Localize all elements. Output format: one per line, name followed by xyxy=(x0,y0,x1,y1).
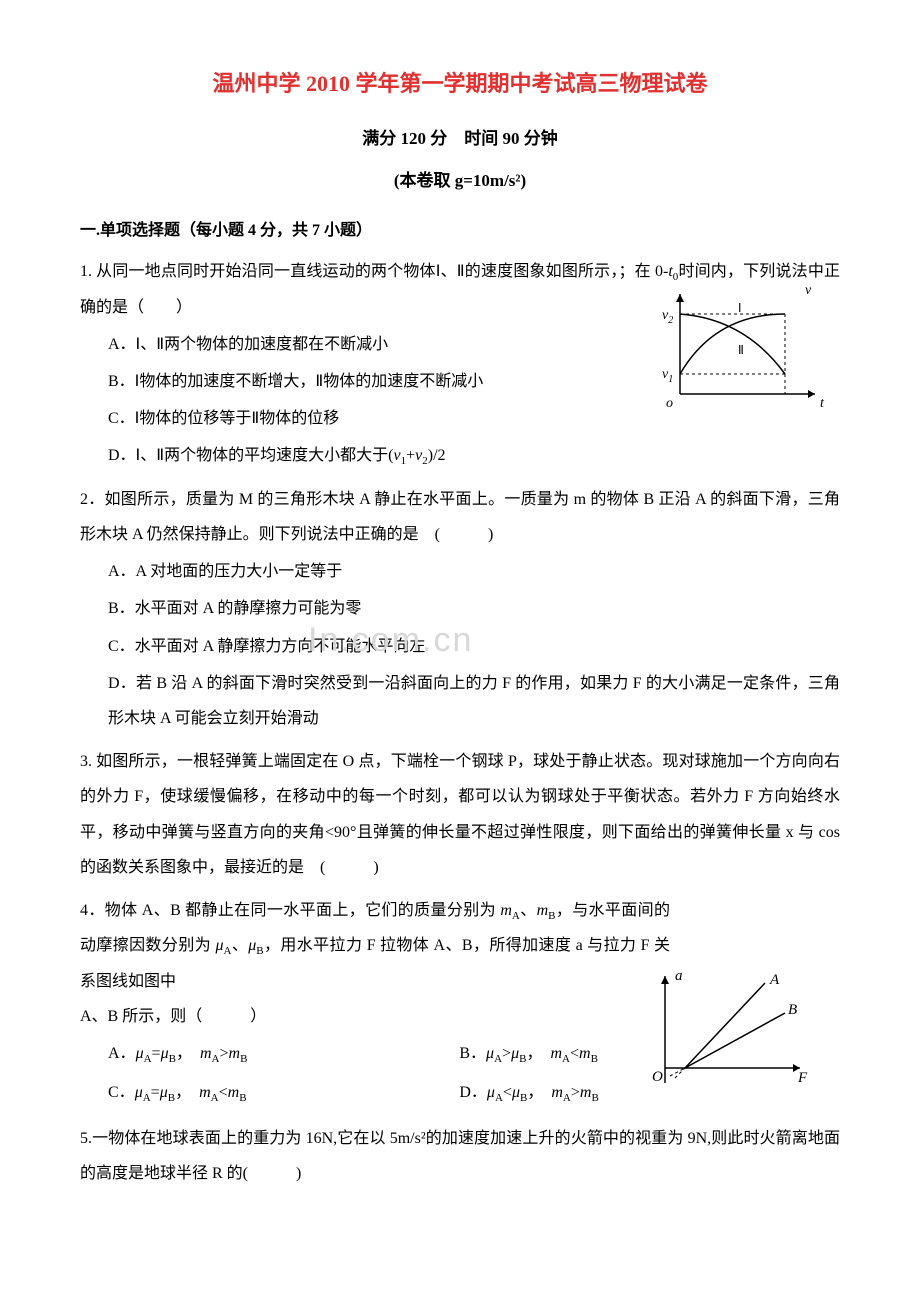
q4c-mbs: B xyxy=(239,1093,246,1105)
q4d-mas: A xyxy=(563,1093,571,1105)
question-4: a F O A B 4．物体 A、B 都静止在同一水平面上，它们的质量分别为 m… xyxy=(80,893,840,1113)
q4c-pre: C． xyxy=(108,1084,135,1101)
q4-ub-sub: B xyxy=(256,945,263,957)
q2-options: A．A 对地面的压力大小一定等于 B．水平面对 A 的静摩擦力可能为零 In.c… xyxy=(80,554,840,736)
q4b-m3: < xyxy=(570,1045,579,1062)
axis-a-label: a xyxy=(675,968,683,984)
curve-1-label: Ⅰ xyxy=(738,301,742,315)
q3-stem: 3. 如图所示，一根轻弹簧上端固定在 O 点，下端栓一个钢球 P，球处于静止状态… xyxy=(80,744,840,885)
q2-option-d: D．若 B 沿 A 的斜面下滑时突然受到一沿斜面向上的力 F 的作用，如果力 F… xyxy=(108,666,840,736)
q4c-uas: A xyxy=(143,1093,151,1105)
q4-ma: m xyxy=(500,902,512,919)
line-b-label: B xyxy=(788,1002,797,1018)
q4b-ma: m xyxy=(550,1045,562,1062)
q4-sep2: 、 xyxy=(231,937,248,954)
q2-b-text: B．水平面对 A 的静摩擦力可能为零 xyxy=(108,600,361,617)
q4a-ma: m xyxy=(200,1045,212,1062)
axis-t-label: t xyxy=(820,396,825,411)
q4b-ub: μ xyxy=(511,1045,519,1062)
q4d-m1: < xyxy=(503,1084,512,1101)
q2-option-b: B．水平面对 A 的静摩擦力可能为零 In.com.cn xyxy=(108,591,840,626)
q4a-ua: μ xyxy=(136,1045,144,1062)
q4d-pre: D． xyxy=(459,1084,487,1101)
q4b-m1: > xyxy=(502,1045,511,1062)
q4a-pre: A． xyxy=(108,1045,136,1062)
v1-label: v1 xyxy=(662,367,673,385)
q4b-uas: A xyxy=(494,1053,502,1065)
q4-pre: 4．物体 A、B 都静止在同一水平面上，它们的质量分别为 xyxy=(80,902,500,919)
q4d-ua: μ xyxy=(487,1084,495,1101)
q4c-m3: < xyxy=(219,1084,228,1101)
q4d-mb: m xyxy=(580,1084,592,1101)
question-5: 5.一物体在地球表面上的重力为 16N,它在以 5m/s²的加速度加速上升的火箭… xyxy=(80,1121,840,1191)
q4a-uas: A xyxy=(144,1053,152,1065)
q4c-mb: m xyxy=(228,1084,240,1101)
q4-option-a: A．μA=μB， mA>mB xyxy=(108,1036,459,1071)
subtitle: 满分 120 分 时间 90 分钟 xyxy=(80,120,840,157)
question-2: 2．如图所示，质量为 M 的三角形木块 A 静止在水平面上。一质量为 m 的物体… xyxy=(80,482,840,736)
q4d-m2: ， xyxy=(527,1084,551,1101)
q4a-m3: > xyxy=(219,1045,228,1062)
axis-f-label: F xyxy=(797,1070,808,1086)
q4c-ua: μ xyxy=(135,1084,143,1101)
q4b-mas: A xyxy=(562,1053,570,1065)
q4b-mbs: B xyxy=(591,1053,598,1065)
q4d-ma: m xyxy=(551,1084,563,1101)
q4c-ma: m xyxy=(199,1084,211,1101)
q4a-ub: μ xyxy=(161,1045,169,1062)
q4a-m2: ， xyxy=(176,1045,200,1062)
q4d-ub: μ xyxy=(512,1084,520,1101)
q1-stem-part1: 1. 从同一地点同时开始沿同一直线运动的两个物体Ⅰ、Ⅱ的速度图象如图所示，；在 … xyxy=(80,263,668,280)
origin-o-label: O xyxy=(652,1069,663,1085)
q4b-m2: ， xyxy=(526,1045,550,1062)
q4d-mbs: B xyxy=(591,1093,598,1105)
q4a-ubs: B xyxy=(169,1053,176,1065)
curve-2-label: Ⅱ xyxy=(738,343,744,357)
q4c-m1: = xyxy=(151,1084,160,1101)
section-1-header: 一.单项选择题（每小题 4 分，共 7 小题） xyxy=(80,213,840,248)
q4a-mb: m xyxy=(229,1045,241,1062)
q2-option-c: C．水平面对 A 静摩擦力方向不可能水平向左 xyxy=(108,629,840,664)
v2-label: v2 xyxy=(662,308,673,326)
q2-stem: 2．如图所示，质量为 M 的三角形木块 A 静止在水平面上。一质量为 m 的物体… xyxy=(80,482,840,552)
q4c-m2: ， xyxy=(175,1084,199,1101)
q4b-mb: m xyxy=(579,1045,591,1062)
q4c-ubs: B xyxy=(168,1093,175,1105)
q4-option-c: C．μA=μB， mA<mB xyxy=(108,1075,459,1110)
q5-stem: 5.一物体在地球表面上的重力为 16N,它在以 5m/s²的加速度加速上升的火箭… xyxy=(80,1121,840,1191)
question-3: 3. 如图所示，一根轻弹簧上端固定在 O 点，下端栓一个钢球 P，球处于静止状态… xyxy=(80,744,840,885)
q4-ua: μ xyxy=(215,937,223,954)
q1-d-suf: )/2 xyxy=(428,447,446,464)
q4c-mas: A xyxy=(211,1093,219,1105)
origin-label: o xyxy=(666,396,673,411)
q4a-mbs: B xyxy=(240,1053,247,1065)
q4b-ua: μ xyxy=(486,1045,494,1062)
line-a-label: A xyxy=(769,972,780,988)
q4-sep1: 、 xyxy=(520,902,537,919)
note-gravity: (本卷取 g=10m/s²) xyxy=(80,162,840,199)
q1-option-d: D．Ⅰ、Ⅱ两个物体的平均速度大小都大于(v1+v2)/2 xyxy=(108,438,840,473)
q4c-ub: μ xyxy=(160,1084,168,1101)
q4-ma-sub: A xyxy=(512,910,520,922)
figure-q4: a F O A B xyxy=(650,968,810,1111)
q4d-uas: A xyxy=(495,1093,503,1105)
q4d-m3: > xyxy=(571,1084,580,1101)
q4a-m1: = xyxy=(152,1045,161,1062)
q1-d-pre: D．Ⅰ、Ⅱ两个物体的平均速度大小都大于( xyxy=(108,447,393,464)
q1-d-v1: v xyxy=(393,447,400,464)
q1-d-plus: + xyxy=(406,447,415,464)
q4-mb: m xyxy=(537,902,549,919)
figure-q1: v t o v2 v1 Ⅰ Ⅱ xyxy=(660,284,830,427)
q4b-pre: B． xyxy=(459,1045,486,1062)
q2-option-a: A．A 对地面的压力大小一定等于 xyxy=(108,554,840,589)
question-1: v t o v2 v1 Ⅰ Ⅱ 1. 从同一地点同时开始沿同一直线运动的两个物体… xyxy=(80,254,840,474)
axis-v-label: v xyxy=(805,284,812,298)
page-title: 温州中学 2010 学年第一学期期中考试高三物理试卷 xyxy=(80,60,840,108)
